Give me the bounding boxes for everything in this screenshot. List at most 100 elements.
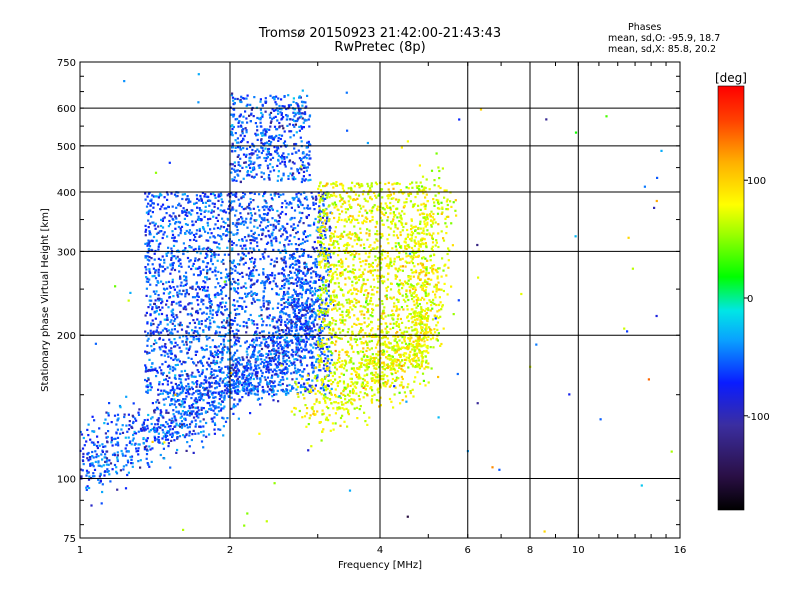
scatter-point — [152, 349, 155, 352]
scatter-point — [273, 277, 276, 280]
scatter-point — [215, 277, 218, 281]
scatter-point — [161, 265, 165, 268]
scatter-point — [248, 207, 251, 210]
scatter-point — [137, 460, 140, 463]
scatter-point — [253, 168, 256, 171]
scatter-point — [196, 380, 199, 383]
scatter-point — [185, 291, 189, 294]
scatter-point — [171, 417, 174, 420]
scatter-point — [244, 247, 248, 250]
scatter-point — [301, 288, 305, 292]
scatter-point — [190, 411, 193, 415]
scatter-point — [271, 340, 274, 343]
scatter-point — [88, 475, 91, 478]
scatter-point — [174, 240, 177, 243]
scatter-point — [164, 350, 167, 353]
scatter-point — [277, 272, 280, 275]
scatter-point — [176, 436, 179, 439]
scatter-point — [322, 229, 325, 232]
scatter-point — [179, 416, 182, 419]
scatter-point — [160, 298, 163, 301]
scatter-point — [196, 398, 199, 401]
scatter-point — [253, 261, 256, 264]
scatter-point — [329, 389, 332, 393]
scatter-point — [274, 150, 277, 153]
scatter-point — [333, 304, 336, 307]
scatter-point — [314, 271, 317, 274]
scatter-point — [87, 471, 90, 474]
scatter-point — [92, 472, 95, 475]
scatter-point — [248, 389, 251, 392]
scatter-point — [134, 417, 137, 420]
scatter-point — [249, 343, 252, 346]
scatter-point — [277, 347, 280, 350]
scatter-point — [309, 349, 312, 352]
scatter-point — [154, 271, 157, 274]
scatter-point — [210, 209, 213, 212]
scatter-point — [275, 364, 279, 367]
scatter-point — [170, 319, 173, 322]
scatter-point — [176, 363, 179, 366]
scatter-point — [147, 306, 150, 309]
scatter-point — [252, 232, 255, 236]
scatter-point — [294, 298, 298, 301]
scatter-point — [178, 399, 181, 402]
scatter-point — [164, 343, 167, 346]
scatter-point — [344, 387, 347, 391]
scatter-point — [184, 292, 187, 296]
scatter-point — [297, 332, 300, 335]
scatter-point — [258, 336, 261, 339]
scatter-point — [292, 311, 295, 314]
scatter-point — [285, 230, 288, 233]
scatter-point — [215, 360, 218, 363]
scatter-point — [301, 161, 304, 164]
scatter-point — [214, 270, 217, 273]
scatter-point — [229, 266, 232, 269]
scatter-point — [286, 222, 289, 225]
scatter-point — [261, 385, 264, 389]
scatter-point — [431, 249, 434, 252]
scatter-point — [281, 156, 284, 159]
scatter-point — [180, 281, 183, 284]
scatter-point — [302, 231, 305, 234]
scatter-point — [309, 310, 312, 313]
scatter-point — [324, 396, 327, 399]
scatter-point — [162, 398, 165, 401]
scatter-point — [292, 252, 296, 255]
scatter-point — [303, 382, 306, 385]
scatter-point — [144, 364, 147, 367]
scatter-point — [200, 320, 203, 323]
scatter-point — [326, 217, 329, 220]
scatter-point — [181, 211, 184, 214]
scatter-point — [174, 400, 177, 403]
scatter-point — [148, 255, 151, 259]
scatter-point — [259, 164, 262, 167]
scatter-point — [279, 193, 282, 196]
scatter-point — [292, 387, 295, 390]
scatter-point — [254, 330, 257, 334]
scatter-point — [324, 369, 327, 373]
scatter-point — [145, 280, 148, 283]
scatter-point — [254, 150, 257, 153]
scatter-point — [292, 100, 295, 103]
scatter-point — [164, 390, 167, 393]
scatter-point — [214, 253, 217, 256]
scatter-point — [283, 245, 286, 248]
scatter-point — [325, 389, 328, 392]
scatter-point — [321, 280, 324, 283]
scatter-point — [177, 220, 180, 224]
scatter-point — [133, 432, 136, 435]
scatter-point — [300, 293, 303, 296]
scatter-point — [212, 373, 215, 376]
scatter-point — [207, 396, 211, 399]
scatter-point — [276, 389, 279, 392]
scatter-point — [356, 417, 359, 420]
scatter-point — [180, 324, 183, 327]
scatter-point — [291, 385, 294, 388]
scatter-point — [206, 286, 209, 289]
scatter-point — [145, 211, 148, 214]
scatter-point — [293, 147, 296, 150]
scatter-point — [178, 304, 181, 307]
scatter-point — [253, 96, 256, 99]
scatter-point — [206, 269, 209, 272]
